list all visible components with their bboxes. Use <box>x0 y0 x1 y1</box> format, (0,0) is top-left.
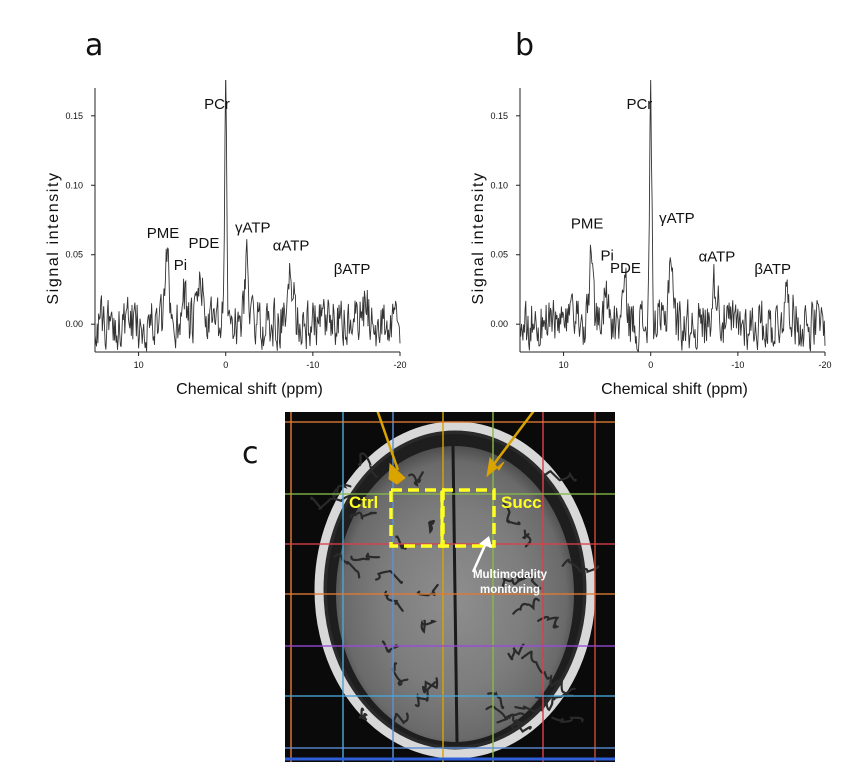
x-tick-label: -20 <box>818 360 831 370</box>
sulcus <box>421 677 439 694</box>
panel-label-b: b <box>515 28 535 63</box>
peak-label-PME: PME <box>571 215 604 232</box>
y-tick-label: 0.15 <box>490 111 508 121</box>
peak-label-βATP: βATP <box>334 261 371 278</box>
sulcus <box>395 535 407 550</box>
monitoring-caption: Multimodality monitoring <box>450 568 570 598</box>
sulcus <box>561 558 600 574</box>
y-tick-label: 0.15 <box>65 111 83 121</box>
roi-label-succ: Succ <box>501 493 542 512</box>
spectrum-trace <box>519 80 826 353</box>
sulcus <box>358 707 368 721</box>
x-axis-title: Chemical shift (ppm) <box>176 381 323 398</box>
spectrum-trace <box>94 80 401 352</box>
x-tick-label: 10 <box>559 360 569 370</box>
x-tick-label: 0 <box>648 360 653 370</box>
sulcus <box>408 471 424 487</box>
sulcus <box>507 643 525 661</box>
monitoring-caption-line1: Multimodality <box>472 569 548 581</box>
sulcus <box>514 702 547 714</box>
monitoring-caption-line2: monitoring <box>479 584 541 596</box>
sulcus <box>502 502 521 526</box>
mri-brain-image <box>285 412 615 762</box>
y-tick-label: 0.10 <box>490 180 508 190</box>
peak-label-PDE: PDE <box>189 235 220 252</box>
brain-sulci <box>310 452 600 734</box>
sulcus <box>549 674 574 697</box>
x-tick-label: 0 <box>223 360 228 370</box>
mri-arrows <box>376 412 535 485</box>
spectrum-chart-b: 0.00 0.05 0.10 0.15 10 0 -10 -20 Chemical shift … <box>470 80 832 398</box>
roi-boxes <box>389 488 496 548</box>
sulcus <box>350 552 381 562</box>
sulcus <box>543 470 577 482</box>
y-tick-label: 0.00 <box>490 319 508 329</box>
peak-label-PCr: PCr <box>204 96 230 113</box>
arrow-head-right <box>486 456 505 478</box>
y-axis-title: Signal intensity <box>45 171 62 304</box>
sulcus <box>487 691 505 710</box>
x-tick-label: -20 <box>393 360 406 370</box>
peak-label-Pi: Pi <box>600 247 613 264</box>
sulcus <box>537 615 560 629</box>
x-tick-label: 10 <box>134 360 144 370</box>
x-axis-title: Chemical shift (ppm) <box>601 381 748 398</box>
sulcus <box>384 590 404 612</box>
sulcus <box>349 511 377 521</box>
y-axis-title: Signal intensity <box>470 171 487 304</box>
sulcus <box>428 519 435 534</box>
sulcus <box>521 650 550 680</box>
skull-bone <box>314 421 596 759</box>
sulcus <box>414 681 437 708</box>
sulcus <box>515 574 542 590</box>
sulcus <box>357 452 379 478</box>
monitoring-pointer <box>471 536 492 573</box>
chart-a-plot: 0.00 0.05 0.10 0.15 10 0 -10 -20 Chemical shift … <box>45 80 407 398</box>
y-tick-label: 0.05 <box>65 250 83 260</box>
sulcus <box>551 716 584 723</box>
sulcus <box>375 569 403 585</box>
peak-label-αATP: αATP <box>699 249 736 266</box>
sulcus <box>391 662 409 687</box>
y-tick-label: 0.10 <box>65 180 83 190</box>
x-tick-label: -10 <box>731 360 744 370</box>
peak-label-PDE: PDE <box>610 260 641 277</box>
peak-label-Pi: Pi <box>174 257 187 274</box>
x-tick-label: -10 <box>306 360 319 370</box>
sulcus <box>420 619 438 634</box>
peak-label-PME: PME <box>147 225 180 242</box>
mri-grid-lines <box>285 412 615 762</box>
peak-label-αATP: αATP <box>273 238 310 255</box>
roi-box-ctrl <box>389 488 445 548</box>
chart-b-plot: 0.00 0.05 0.10 0.15 10 0 -10 -20 Chemical shift … <box>470 80 832 398</box>
peak-label-γATP: γATP <box>659 210 695 227</box>
y-tick-label: 0.05 <box>490 250 508 260</box>
peak-label-PCr: PCr <box>626 96 652 113</box>
peak-label-γATP: γATP <box>235 220 271 237</box>
arrow-head-left <box>388 462 406 485</box>
sulcus <box>510 721 532 734</box>
sulcus <box>512 597 540 615</box>
spectrum-chart-a: 0.00 0.05 0.10 0.15 10 0 -10 -20 Chemical shift … <box>45 80 407 398</box>
peak-label-βATP: βATP <box>754 261 791 278</box>
panel-label-c: c <box>242 436 259 471</box>
y-tick-label: 0.00 <box>65 319 83 329</box>
sulcus <box>534 695 556 712</box>
panel-label-a: a <box>85 28 104 63</box>
sulcus <box>333 553 361 579</box>
roi-label-ctrl: Ctrl <box>349 493 379 512</box>
